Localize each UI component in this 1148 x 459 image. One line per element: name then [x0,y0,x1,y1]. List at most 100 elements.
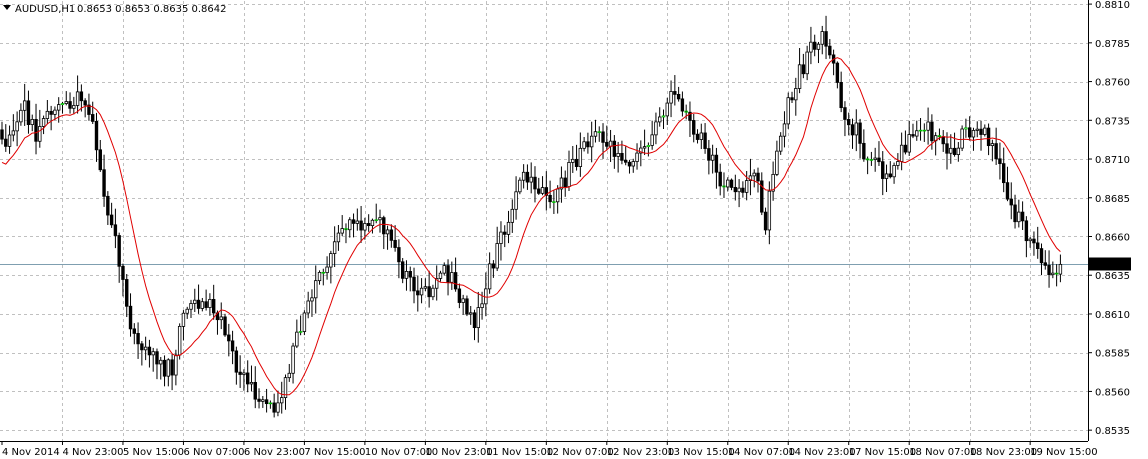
candle [729,178,734,191]
candle-body [34,119,38,142]
candle [881,151,885,196]
candle-body [423,286,428,289]
candle-body [582,141,586,149]
candle [242,369,246,391]
candle [605,125,609,151]
candle-body [204,301,208,308]
candle-body [1058,263,1063,275]
candle-body [264,399,269,405]
candle-body [472,312,477,329]
candle-body [658,116,662,123]
candle-body [79,91,84,102]
candle-body [159,359,163,365]
candle-body [726,179,730,188]
candle [98,139,102,172]
y-tick-label-7: 0.8635 [1095,271,1130,282]
candle-body [673,91,677,95]
candle [737,179,741,208]
x-tick-label-7: 10 Nov 23:00 [425,447,492,458]
x-tick-label-6: 10 Nov 07:00 [365,447,432,458]
candle [306,291,310,319]
candle [537,177,541,195]
candle-body [427,286,431,298]
candle [378,209,382,233]
candle-body [695,133,700,140]
candle [1047,250,1051,288]
candle-body [680,98,685,112]
candle [676,86,681,102]
candle-body [1032,238,1036,244]
candle-body [121,265,125,280]
candle [423,278,428,292]
candle [219,302,223,330]
candle-body [983,127,987,135]
candle [835,61,840,89]
candle-body [964,127,968,130]
candle [839,71,843,113]
candle [563,170,567,197]
candle [419,278,424,304]
candle [227,323,231,357]
candle [1009,182,1013,220]
candle [461,294,465,315]
candle-body [911,134,915,137]
candle-body [102,169,106,197]
candle [952,132,957,157]
candle [298,315,303,336]
candle [400,258,405,284]
candle [427,270,431,308]
candle [571,146,575,173]
candle-body [797,64,802,89]
candle-body [801,64,806,75]
candle [491,260,496,278]
candle-body [230,340,235,352]
candle-body [998,158,1002,165]
candle [915,120,919,141]
candle [49,105,53,131]
candle-body [185,308,189,314]
candle [786,92,790,129]
candle [597,126,601,142]
candle-body [72,105,76,109]
candle-body [344,228,348,231]
candle [351,213,356,238]
candle [75,75,80,114]
candle-body [295,331,299,347]
candle-body [612,140,617,157]
candle [797,48,802,94]
candle-body [593,131,598,137]
candle-body [419,287,424,296]
candle [669,80,673,118]
candle-body [748,175,753,181]
candle-body [453,272,458,290]
candle-body [915,130,919,137]
candle-body [261,399,265,402]
candle-body [249,381,254,385]
candle [499,221,503,261]
candle [506,210,511,244]
candle [487,252,492,294]
candle [317,270,322,285]
candle [847,112,851,136]
candle [442,262,446,276]
candle [956,142,961,162]
symbol-dropdown-icon[interactable] [3,5,11,10]
candle-body [586,141,590,148]
candle-body [15,121,19,132]
candle [41,115,46,135]
candle [578,132,583,177]
candle [699,123,703,150]
candle [196,284,201,314]
candle-body [778,135,783,152]
candle [344,223,348,244]
candle-body [378,217,382,221]
candle [348,217,352,238]
candle-body [1036,242,1040,250]
candle [960,125,964,152]
candle-body [298,331,303,333]
axes [0,0,1089,442]
candle-body [616,152,620,157]
candle [404,260,409,291]
